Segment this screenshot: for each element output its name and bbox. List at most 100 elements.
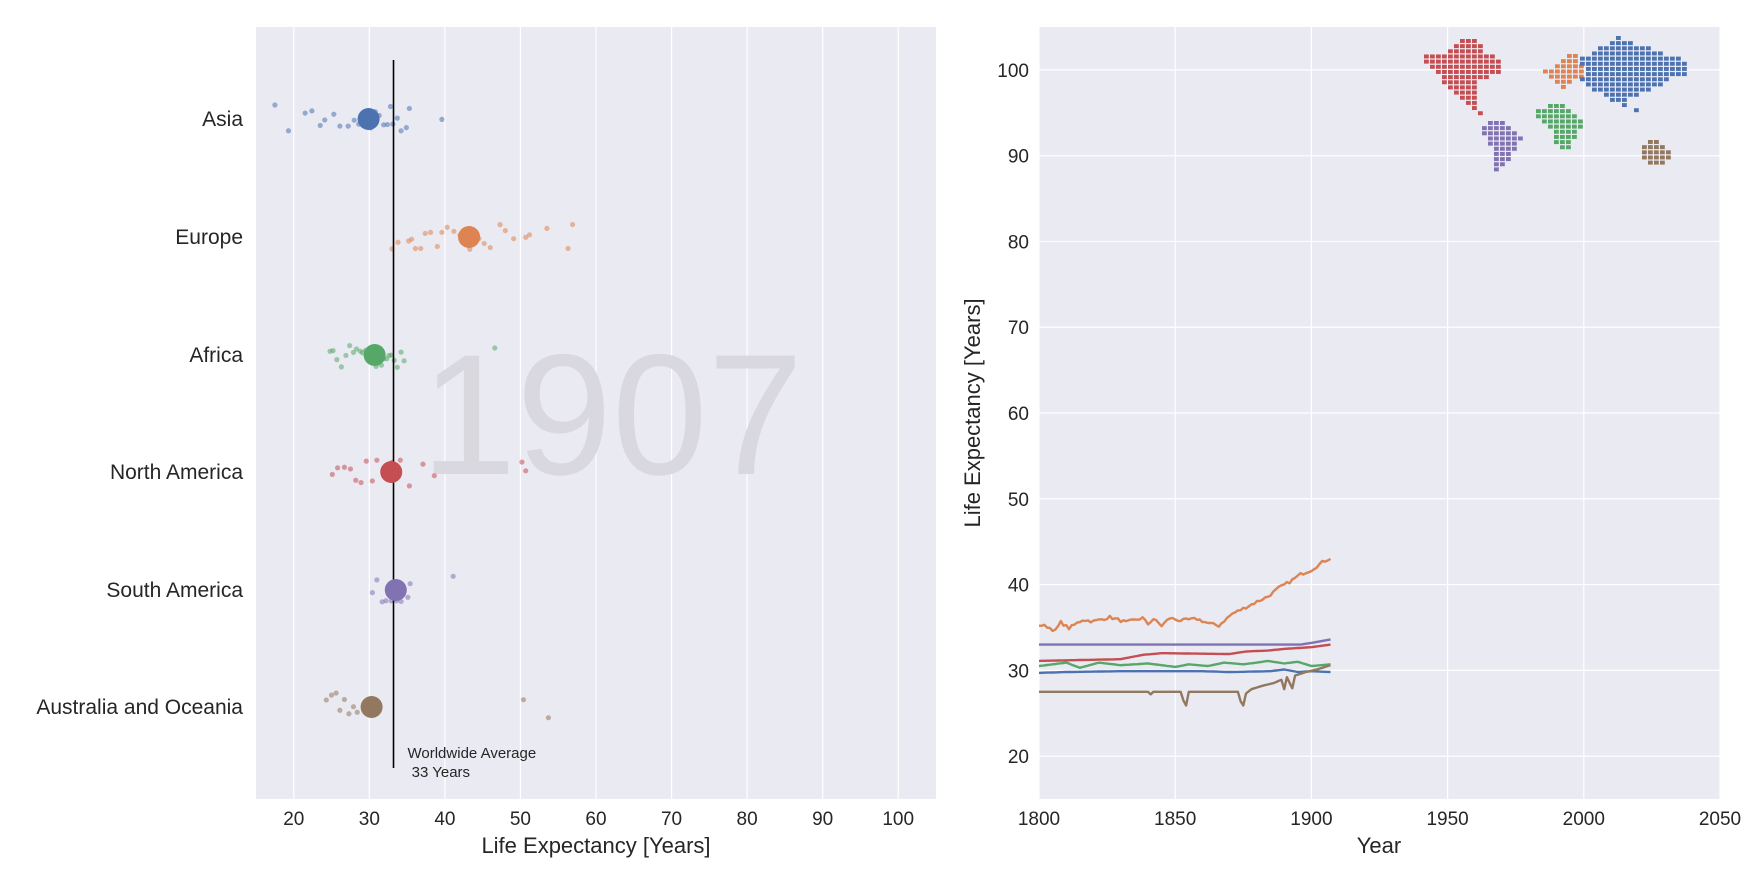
strip-point-asia <box>272 102 278 108</box>
map-cell <box>1646 72 1651 77</box>
map-cell <box>1610 61 1615 66</box>
strip-point-africa <box>401 358 407 364</box>
map-cell <box>1500 151 1505 156</box>
map-cell <box>1616 92 1621 97</box>
map-cell <box>1518 136 1523 141</box>
map-cell <box>1676 61 1681 66</box>
map-cell <box>1500 126 1505 131</box>
map-cell <box>1506 131 1511 136</box>
map-cell <box>1472 59 1477 64</box>
map-cell <box>1454 49 1459 54</box>
strip-point-asia <box>331 111 337 117</box>
map-cell <box>1622 61 1627 66</box>
map-cell <box>1472 54 1477 59</box>
strip-point-asia <box>439 116 445 122</box>
map-cell <box>1454 54 1459 59</box>
strip-point-asia <box>302 110 308 116</box>
strip-point-north-america <box>519 459 525 465</box>
map-cell <box>1466 44 1471 49</box>
strip-point-europe <box>487 244 493 251</box>
line-y-tick: 50 <box>1008 490 1029 511</box>
map-cell <box>1628 72 1633 77</box>
mean-marker-south-america <box>384 579 407 601</box>
map-cell <box>1616 56 1621 61</box>
map-cell <box>1616 51 1621 56</box>
map-cell <box>1610 87 1615 92</box>
map-cell <box>1572 124 1577 129</box>
map-cell <box>1604 46 1609 51</box>
map-cell <box>1466 69 1471 74</box>
map-cell <box>1598 56 1603 61</box>
strip-point-europe <box>451 228 457 234</box>
map-cell <box>1472 75 1477 80</box>
strip-point-north-america <box>335 465 341 471</box>
line-y-tick: 80 <box>1008 232 1029 253</box>
strip-point-asia <box>337 123 343 129</box>
map-cell <box>1506 157 1511 162</box>
map-cell <box>1448 49 1453 54</box>
map-cell <box>1442 80 1447 85</box>
map-cell <box>1652 66 1657 71</box>
strip-point-asia <box>322 117 328 123</box>
map-cell <box>1572 129 1577 134</box>
map-cell <box>1634 66 1639 71</box>
map-cell <box>1460 69 1465 74</box>
map-cell <box>1567 54 1572 58</box>
line-x-tick: 1900 <box>1290 809 1332 830</box>
map-cell <box>1484 54 1489 59</box>
map-cell <box>1628 92 1633 97</box>
strip-point-north-america <box>406 483 412 489</box>
map-cell <box>1622 92 1627 97</box>
map-cell <box>1454 64 1459 69</box>
strip-x-tick: 90 <box>812 809 833 830</box>
map-cell <box>1622 51 1627 56</box>
mean-marker-europe <box>458 226 481 248</box>
map-cell <box>1640 82 1645 87</box>
map-cell <box>1466 100 1471 105</box>
map-cell <box>1642 150 1647 155</box>
mean-marker-africa <box>363 344 386 366</box>
map-cell <box>1561 69 1566 74</box>
map-cell <box>1500 157 1505 162</box>
line-x-tick: 2050 <box>1699 809 1741 830</box>
strip-point-north-america <box>329 471 335 478</box>
map-cell <box>1494 146 1499 151</box>
map-cell <box>1478 44 1483 49</box>
strip-point-europe <box>427 229 434 235</box>
map-cell <box>1496 59 1501 64</box>
map-cell <box>1512 131 1517 136</box>
map-cell <box>1634 108 1639 113</box>
map-cell <box>1628 61 1633 66</box>
map-cell <box>1578 119 1583 124</box>
map-cell <box>1670 72 1675 77</box>
map-cell <box>1506 126 1511 131</box>
map-cell <box>1436 69 1441 74</box>
strip-point-asia <box>309 108 315 114</box>
map-cell <box>1610 41 1615 46</box>
map-cell <box>1579 69 1584 74</box>
map-cell <box>1616 72 1621 77</box>
map-cell <box>1430 59 1435 64</box>
map-cell <box>1500 131 1505 136</box>
map-cell <box>1484 75 1489 80</box>
map-cell <box>1573 64 1578 69</box>
map-cell <box>1554 140 1559 145</box>
map-cell <box>1567 59 1572 64</box>
map-cell <box>1554 119 1559 124</box>
map-cell <box>1658 82 1663 87</box>
map-cell <box>1622 56 1627 61</box>
map-cell <box>1573 74 1578 79</box>
map-cell <box>1682 72 1687 77</box>
strip-x-axis-label: Life Expectancy [Years] <box>481 833 710 858</box>
strip-point-north-america <box>420 461 426 467</box>
strip-point-south-america <box>407 581 413 587</box>
map-cell <box>1640 61 1645 66</box>
map-cell <box>1610 66 1615 71</box>
map-region-africa <box>1536 104 1583 150</box>
line-x-tick: 1800 <box>1018 809 1060 830</box>
map-cell <box>1640 72 1645 77</box>
strip-point-north-america <box>369 478 375 484</box>
map-cell <box>1478 54 1483 59</box>
map-cell <box>1560 124 1565 129</box>
strip-point-africa <box>353 346 360 352</box>
